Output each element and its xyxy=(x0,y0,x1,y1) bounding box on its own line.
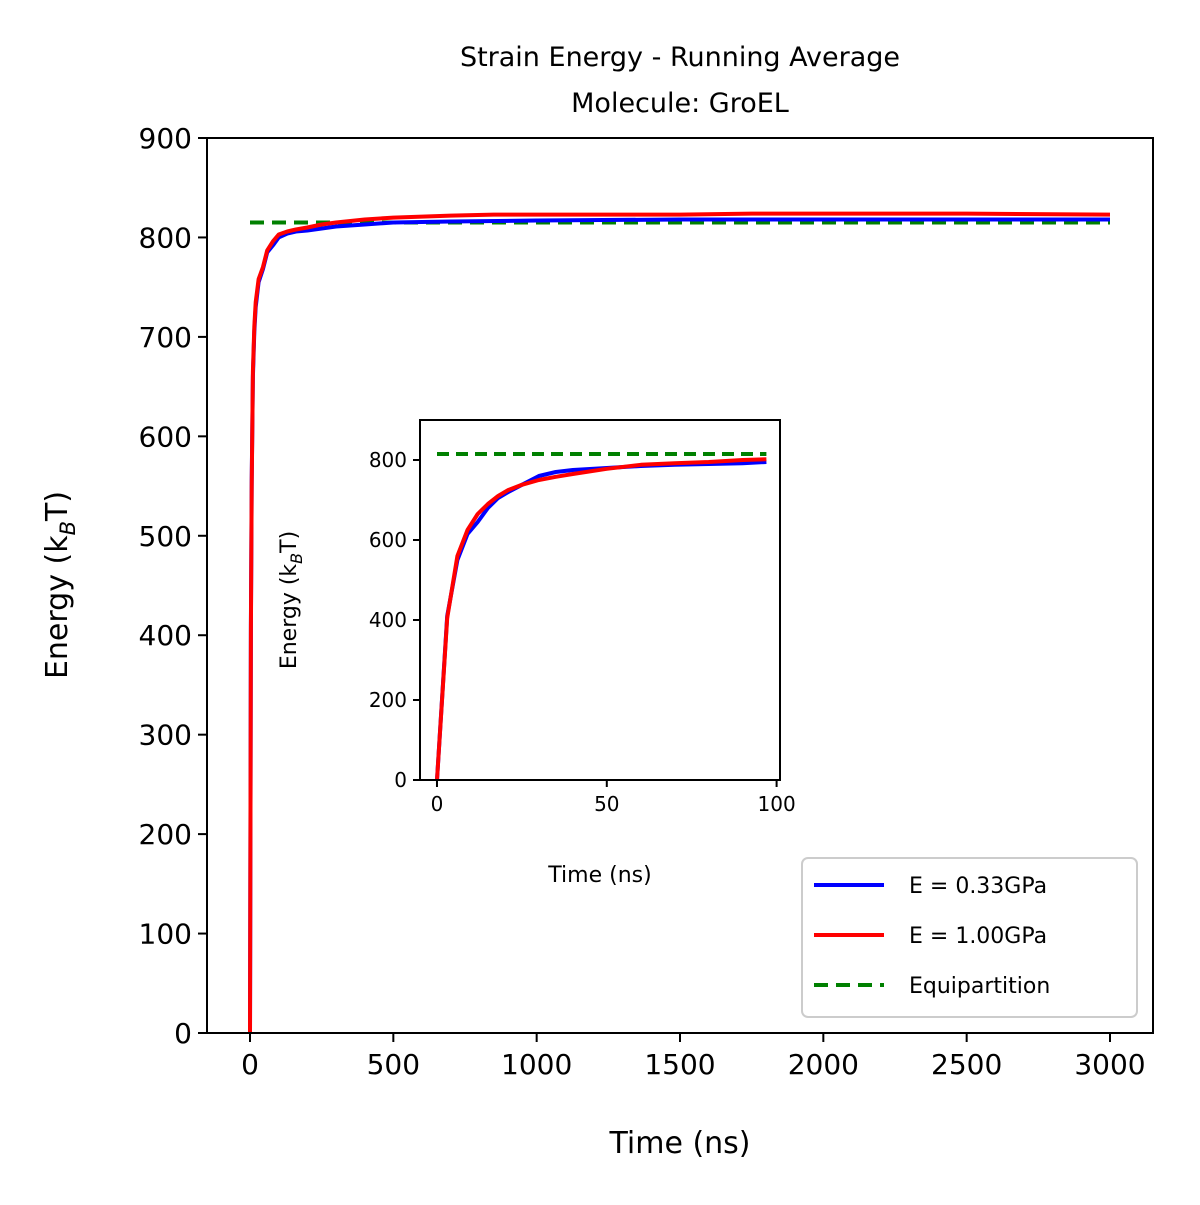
inset-y-tick-label-1: 200 xyxy=(369,688,407,712)
main-x-tick-label-5: 2500 xyxy=(931,1048,1002,1081)
main-y-tick-label-5: 500 xyxy=(139,520,192,553)
main-y-tick-label-6: 600 xyxy=(139,420,192,453)
chart-legend: E = 0.33GPa E = 1.00GPa Equipartition xyxy=(801,857,1138,1018)
inset-plot: 0 50 100 0 200 400 600 800 Time (ns) Energy (k… xyxy=(277,419,796,888)
main-x-tick-label-6: 3000 xyxy=(1074,1048,1145,1081)
main-y-tick-label-9: 900 xyxy=(139,122,192,155)
inset-y-axis-label-suffix: T) xyxy=(277,531,302,554)
inset-y-tick-label-4: 800 xyxy=(369,448,407,472)
legend-label-equipartition: Equipartition xyxy=(909,974,1050,999)
inset-y-axis-label-sub: B xyxy=(287,553,306,564)
main-y-tick-label-0: 0 xyxy=(174,1017,192,1050)
main-y-tick-label-4: 400 xyxy=(139,619,192,652)
inset-y-tick-label-3: 600 xyxy=(369,528,407,552)
main-plot: 0 500 1000 1500 2000 2500 3000 010020030040050… xyxy=(40,122,1154,1161)
main-series-group xyxy=(248,211,1111,1034)
legend-label-series-2: E = 1.00GPa xyxy=(909,924,1047,949)
chart-title-line-1: Strain Energy - Running Average xyxy=(460,42,900,73)
inset-x-tick-label-2: 100 xyxy=(758,792,796,816)
inset-x-ticks: 0 50 100 xyxy=(431,780,796,816)
inset-series-group xyxy=(435,452,767,781)
inset-x-tick-label-0: 0 xyxy=(431,792,444,816)
main-x-tick-label-3: 1500 xyxy=(644,1048,715,1081)
main-y-axis-label-sub: B xyxy=(56,521,80,535)
main-y-axis-label-suffix: T) xyxy=(40,491,75,522)
main-x-axis-label: Time (ns) xyxy=(608,1126,750,1161)
main-y-axis-label-prefix: Energy (k xyxy=(40,535,75,679)
inset-y-axis-label: Energy (kBT) xyxy=(277,531,306,669)
main-x-ticks: 0 500 1000 1500 2000 2500 3000 xyxy=(241,1033,1146,1081)
main-y-tick-label-8: 800 xyxy=(139,221,192,254)
inset-y-tick-label-0: 0 xyxy=(394,768,407,792)
main-y-tick-label-1: 100 xyxy=(139,918,192,951)
main-y-tick-label-2: 200 xyxy=(139,818,192,851)
main-y-axis-label: Energy (kBT) xyxy=(40,491,80,679)
inset-y-axis-label-prefix: Energy (k xyxy=(277,564,302,670)
inset-y-ticks: 0 200 400 600 800 xyxy=(369,448,420,792)
main-y-tick-label-7: 700 xyxy=(139,321,192,354)
main-series-line-2 xyxy=(248,211,1111,1034)
inset-background xyxy=(420,420,780,780)
inset-y-tick-label-2: 400 xyxy=(369,608,407,632)
main-x-tick-label-4: 2000 xyxy=(788,1048,859,1081)
inset-series-line-2 xyxy=(435,457,767,781)
main-x-tick-label-1: 500 xyxy=(367,1048,420,1081)
inset-x-axis-label: Time (ns) xyxy=(547,863,651,888)
main-x-tick-label-2: 1000 xyxy=(501,1048,572,1081)
legend-box xyxy=(801,857,1138,1018)
main-y-tick-label-3: 300 xyxy=(139,719,192,752)
main-y-ticks: 0 100 200 300 400 500 600 700 800 900 xyxy=(139,122,207,1050)
main-x-tick-label-0: 0 xyxy=(241,1048,259,1081)
inset-plot-frame xyxy=(419,419,781,781)
chart-title-line-2: Molecule: GroEL xyxy=(571,88,789,119)
inset-x-tick-label-1: 50 xyxy=(594,792,619,816)
legend-label-series-1: E = 0.33GPa xyxy=(909,874,1047,899)
